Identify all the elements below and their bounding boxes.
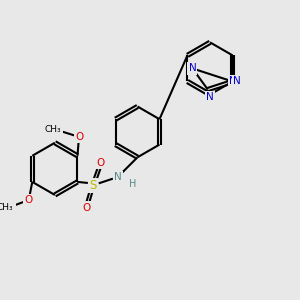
Text: O: O: [25, 195, 33, 205]
Text: N: N: [206, 92, 214, 102]
Text: N: N: [114, 172, 122, 182]
Text: H: H: [129, 179, 136, 189]
Text: O: O: [75, 132, 83, 142]
Text: S: S: [89, 179, 97, 192]
Text: CH₃: CH₃: [45, 125, 62, 134]
Text: O: O: [82, 202, 91, 213]
Text: N: N: [229, 76, 236, 86]
Text: N: N: [189, 63, 196, 74]
Text: O: O: [97, 158, 105, 168]
Text: CH₃: CH₃: [0, 203, 14, 212]
Text: N: N: [233, 76, 241, 86]
